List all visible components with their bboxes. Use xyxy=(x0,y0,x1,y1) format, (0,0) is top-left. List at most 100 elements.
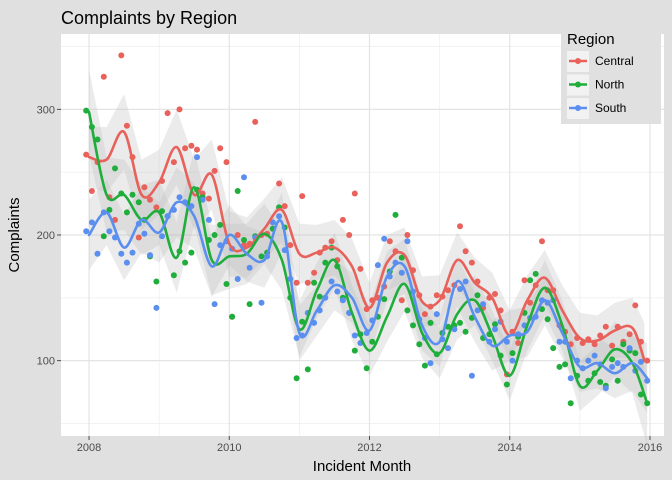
data-point-north xyxy=(322,259,329,266)
data-point-central xyxy=(147,196,153,203)
data-point-south xyxy=(614,360,621,367)
data-point-north xyxy=(392,211,399,218)
data-point-south xyxy=(585,357,592,364)
data-point-south xyxy=(211,301,218,308)
data-point-north xyxy=(311,279,318,286)
data-point-central xyxy=(135,234,142,241)
legend-label: Central xyxy=(595,54,634,68)
data-point-central xyxy=(346,232,353,238)
data-point-north xyxy=(398,254,405,261)
data-point-north xyxy=(556,363,563,370)
data-point-north xyxy=(532,270,539,277)
data-point-north xyxy=(304,366,311,373)
data-point-south xyxy=(159,233,165,240)
data-point-central xyxy=(182,145,189,152)
data-point-south xyxy=(147,252,153,259)
data-point-central xyxy=(211,167,218,174)
data-point-central xyxy=(299,193,306,200)
y-axis-ticks: 100 200 300 xyxy=(37,104,61,368)
data-point-north xyxy=(83,107,90,114)
data-point-central xyxy=(609,342,616,349)
data-point-south xyxy=(591,352,598,359)
data-point-south xyxy=(194,154,200,161)
data-point-south xyxy=(474,307,481,314)
data-point-central xyxy=(153,204,160,211)
data-point-south xyxy=(258,299,265,306)
data-point-north xyxy=(410,322,416,329)
data-point-north xyxy=(427,319,434,326)
data-point-north xyxy=(94,136,101,143)
data-point-central xyxy=(462,248,469,255)
data-point-central xyxy=(276,180,283,187)
smooth-line-south xyxy=(87,200,649,380)
data-point-south xyxy=(480,301,487,308)
data-point-central xyxy=(339,216,346,223)
data-point-south xyxy=(129,249,136,256)
y-tick-label: 300 xyxy=(37,104,55,116)
data-point-north xyxy=(597,379,604,385)
data-point-north xyxy=(293,375,300,382)
legend-key-point xyxy=(575,81,581,88)
data-point-south xyxy=(644,377,651,384)
data-point-central xyxy=(433,292,440,299)
data-point-south xyxy=(381,235,388,242)
data-point-north xyxy=(170,272,177,279)
x-tick-label: 2016 xyxy=(638,442,662,454)
data-point-south xyxy=(176,194,183,201)
data-point-north xyxy=(188,249,195,256)
data-point-central xyxy=(527,299,534,306)
data-point-south xyxy=(88,219,95,226)
data-point-central xyxy=(252,118,259,125)
data-point-north xyxy=(614,377,621,384)
data-point-north xyxy=(381,296,388,303)
data-point-central xyxy=(112,216,118,223)
data-point-central xyxy=(281,203,288,210)
legend-title: Region xyxy=(567,31,615,48)
legend-item-central: Central xyxy=(567,51,634,72)
data-point-central xyxy=(188,142,195,149)
data-point-north xyxy=(457,319,463,326)
y-tick-label: 200 xyxy=(37,230,55,242)
data-point-south xyxy=(567,375,574,382)
data-point-central xyxy=(88,188,95,194)
data-point-central xyxy=(100,73,107,80)
data-point-central xyxy=(632,302,639,309)
data-points xyxy=(83,52,651,407)
data-point-south xyxy=(556,338,563,345)
data-point-central xyxy=(597,332,604,339)
confidence-bands xyxy=(89,69,648,447)
data-point-north xyxy=(217,221,224,228)
data-point-south xyxy=(141,230,148,237)
legend-item-south: South xyxy=(567,98,626,119)
data-point-south xyxy=(451,326,458,333)
data-point-central xyxy=(492,291,498,297)
data-point-central xyxy=(468,259,475,266)
data-point-central xyxy=(357,265,364,272)
data-point-central xyxy=(176,106,183,113)
data-point-south xyxy=(153,304,160,311)
data-point-north xyxy=(503,381,510,388)
data-point-south xyxy=(118,250,125,257)
legend-item-north: North xyxy=(567,74,624,96)
data-point-south xyxy=(123,259,130,266)
data-point-south xyxy=(462,278,469,285)
data-point-north xyxy=(474,292,481,299)
data-point-north xyxy=(609,356,616,363)
data-point-north xyxy=(258,253,265,260)
data-point-north xyxy=(567,400,574,407)
data-point-north xyxy=(234,188,241,194)
data-point-south xyxy=(427,360,434,367)
data-point-south xyxy=(433,311,440,318)
legend-key-point xyxy=(575,105,581,111)
data-point-central xyxy=(293,279,300,286)
confidence-band-central xyxy=(89,94,645,399)
data-point-central xyxy=(223,159,230,166)
data-point-south xyxy=(246,264,253,271)
x-tick-label: 2014 xyxy=(498,442,522,454)
points-north xyxy=(83,107,651,407)
data-point-south xyxy=(241,174,247,181)
data-point-south xyxy=(468,372,475,379)
x-axis-title: Incident Month xyxy=(313,458,411,475)
data-point-south xyxy=(374,262,381,269)
data-point-south xyxy=(609,363,616,370)
